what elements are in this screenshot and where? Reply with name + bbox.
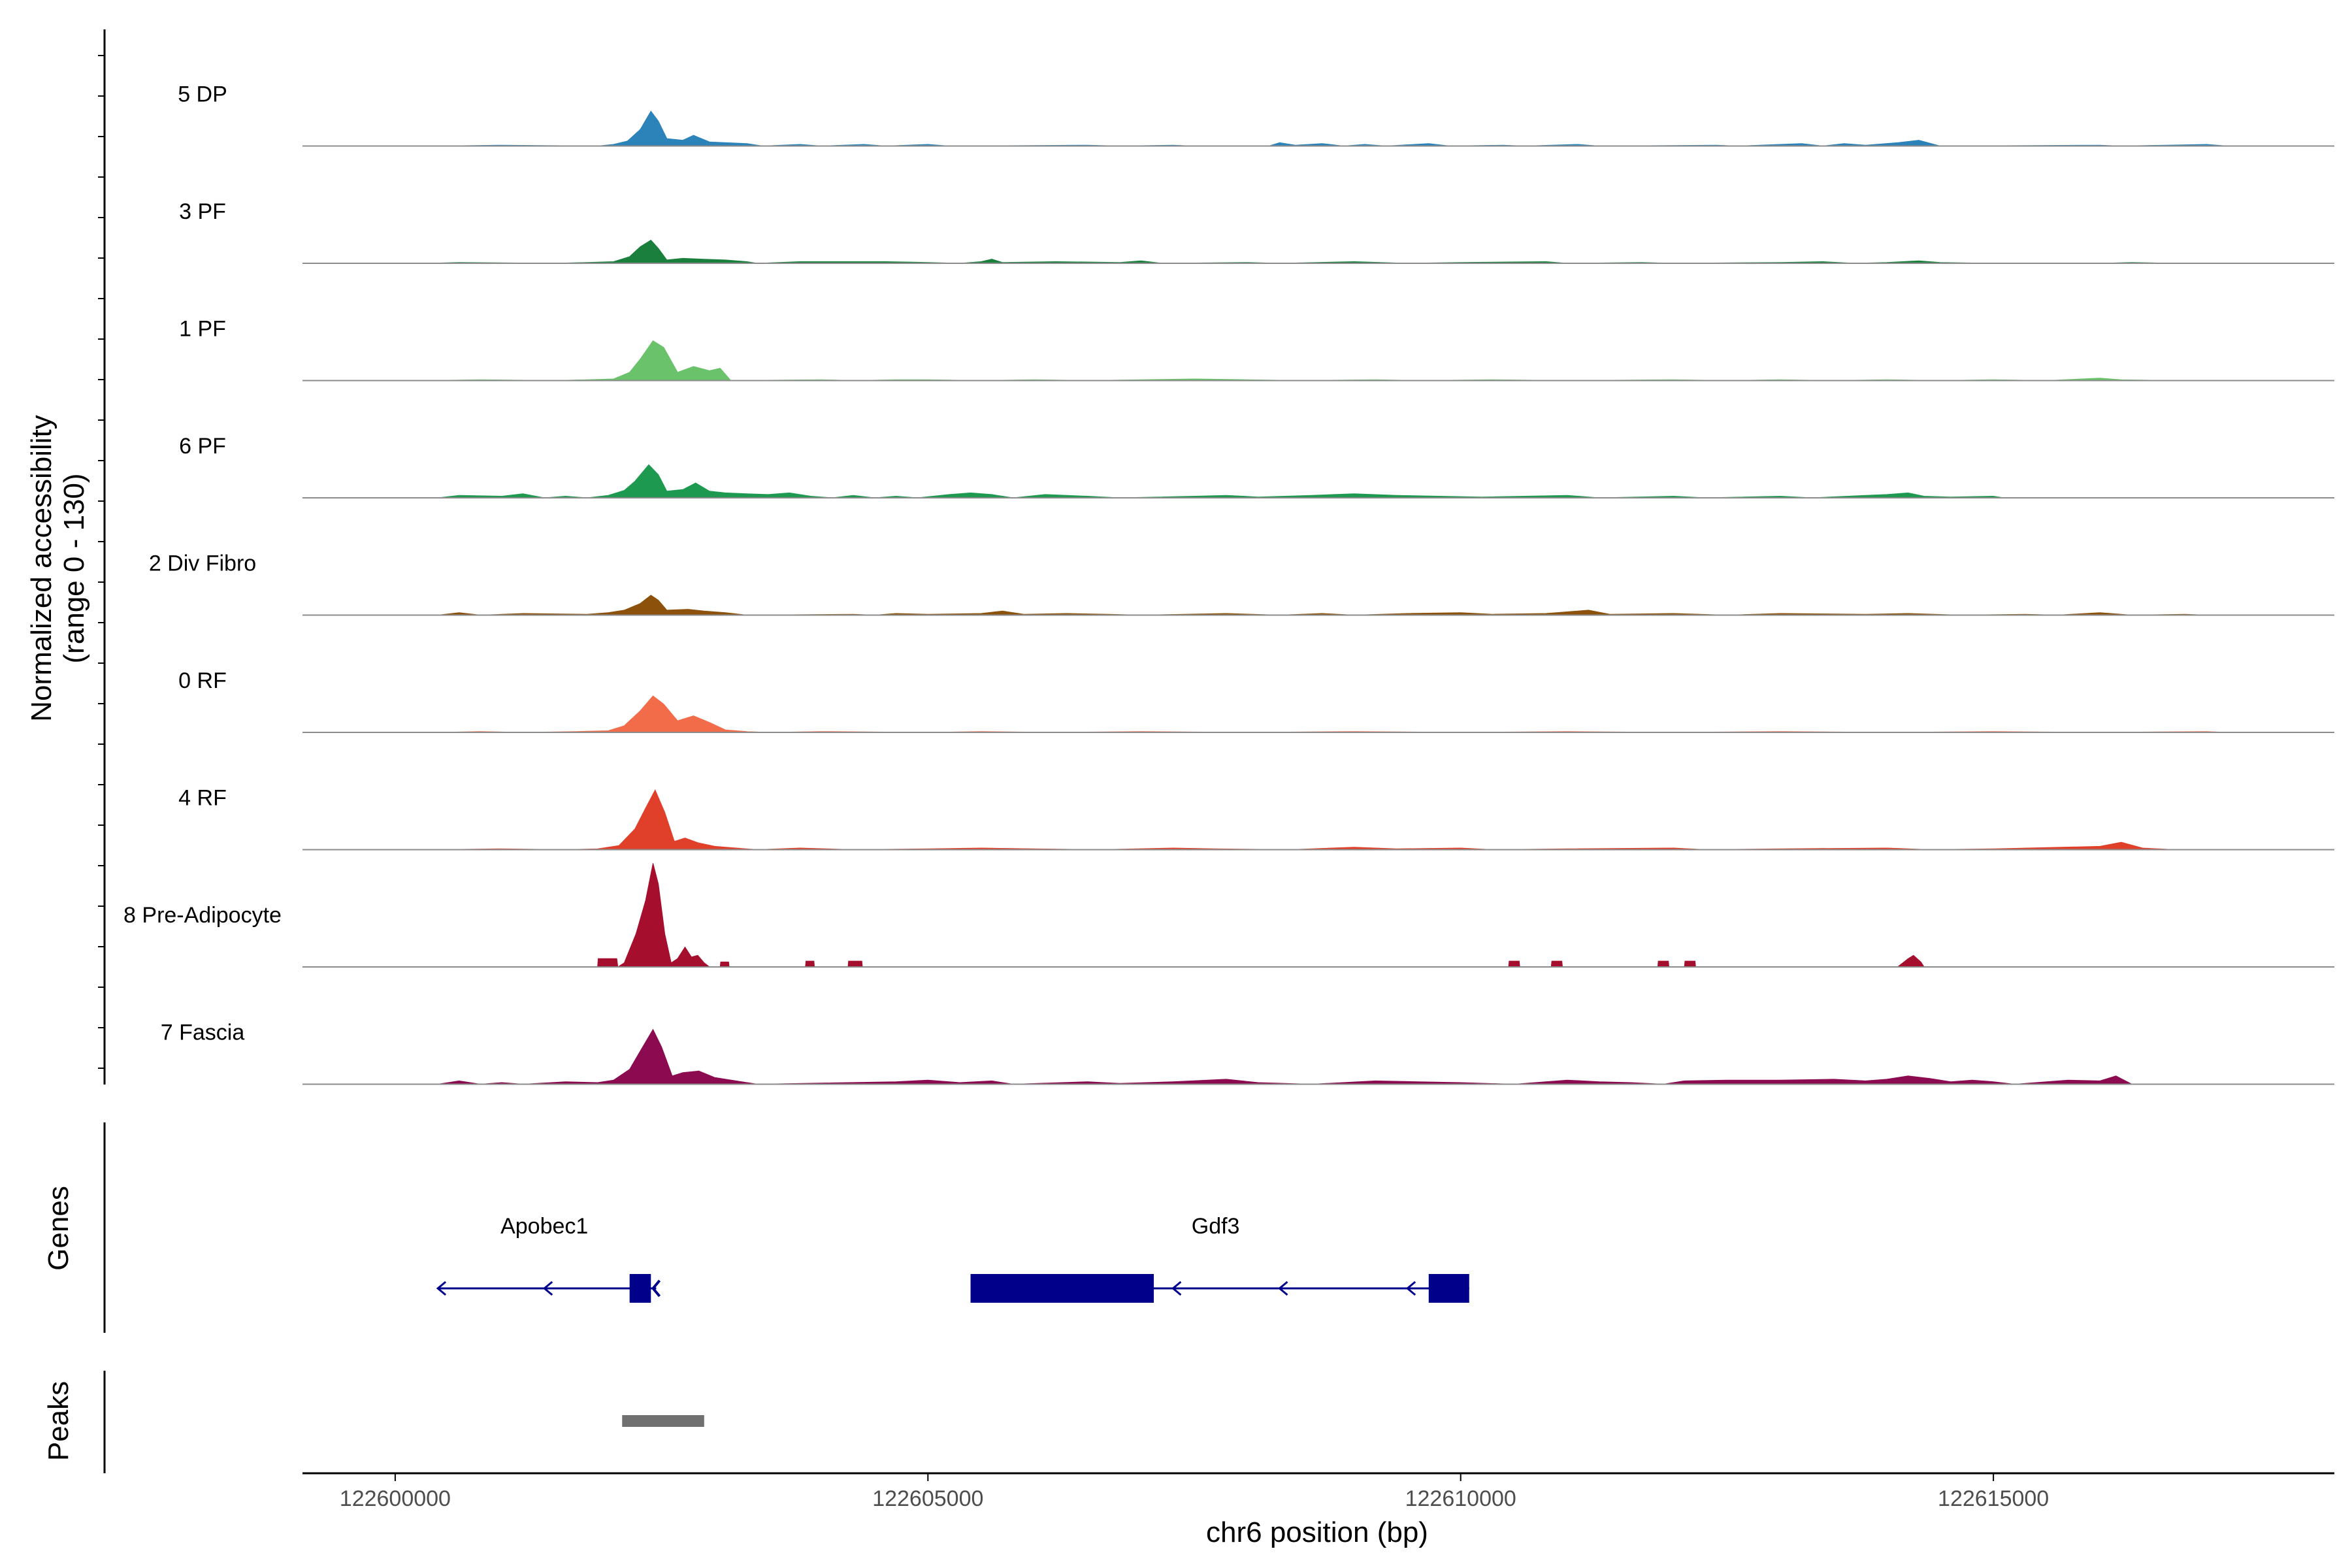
- gene-exon: [1428, 1274, 1469, 1303]
- coverage-area: [438, 595, 2207, 616]
- genes-track-label: Genes: [42, 1186, 74, 1271]
- x-tick-label: 122600000: [340, 1486, 451, 1511]
- track-label: 4 RF: [178, 786, 227, 811]
- strand-arrow: [436, 1281, 447, 1296]
- coverage-area: [438, 110, 2228, 147]
- gene-exon: [629, 1274, 651, 1303]
- track-label: 3 PF: [179, 199, 226, 224]
- gene-gdf3: Gdf3: [970, 1214, 1469, 1303]
- track-label: 8 Pre-Adipocyte: [123, 903, 282, 928]
- genes-track: Apobec1 Gdf3: [436, 1214, 1469, 1303]
- track-1: 5 DP: [178, 82, 2334, 147]
- track-3: 1 PF: [179, 317, 2334, 382]
- track-label: 7 Fascia: [161, 1021, 245, 1045]
- coverage-area: [438, 789, 2175, 851]
- strand-arrow: [542, 1281, 553, 1296]
- y-axis-label-line2: (range 0 - 130): [58, 473, 90, 663]
- track-4: 6 PF: [179, 434, 2334, 498]
- gene-label: Apobec1: [500, 1214, 588, 1239]
- track-label: 5 DP: [178, 82, 227, 107]
- track-2: 3 PF: [179, 199, 2334, 264]
- strand-arrow: [1405, 1281, 1416, 1296]
- track-label: 6 PF: [179, 434, 226, 459]
- x-axis-label: chr6 position (bp): [1206, 1516, 1428, 1548]
- x-tick-label: 122615000: [1938, 1486, 2049, 1511]
- coverage-area: [438, 1028, 2132, 1085]
- y-axis-label-line1: Normalized accessibility: [25, 415, 57, 721]
- track-5: 2 Div Fibro: [149, 551, 2334, 616]
- peaks-track-label: Peaks: [42, 1381, 74, 1461]
- x-tick-label: 122605000: [872, 1486, 983, 1511]
- track-label: 0 RF: [178, 668, 227, 693]
- track-8: 8 Pre-Adipocyte: [123, 863, 2334, 968]
- x-axis: 122600000 122605000 122610000 122615000: [302, 1472, 2334, 1511]
- peak-region: [622, 1415, 704, 1427]
- track-7: 4 RF: [178, 786, 2334, 851]
- gene-label: Gdf3: [1192, 1214, 1240, 1239]
- coverage-area: [438, 695, 2228, 733]
- strand-arrow: [651, 1279, 661, 1298]
- track-label: 2 Div Fibro: [149, 551, 256, 576]
- gene-exon: [970, 1274, 1154, 1303]
- left-axes: [98, 29, 106, 1473]
- coverage-tracks: 5 DP 3 PF 1 PF 6 PF 2 Div Fibro 0 RF 4 RF 8 Pre…: [123, 82, 2334, 1085]
- gene-apobec1: Apobec1: [436, 1214, 661, 1303]
- coverage-area: [427, 340, 2175, 382]
- coverage-area: [438, 464, 2004, 498]
- track-6: 0 RF: [178, 668, 2334, 733]
- strand-arrow: [1171, 1281, 1182, 1296]
- coverage-area: [597, 863, 1925, 968]
- track-label: 1 PF: [179, 317, 226, 342]
- x-tick-label: 122610000: [1405, 1486, 1516, 1511]
- coverage-area: [427, 239, 2175, 264]
- peaks-track: [622, 1415, 704, 1427]
- track-9: 7 Fascia: [161, 1021, 2334, 1085]
- strand-arrow: [1278, 1281, 1288, 1296]
